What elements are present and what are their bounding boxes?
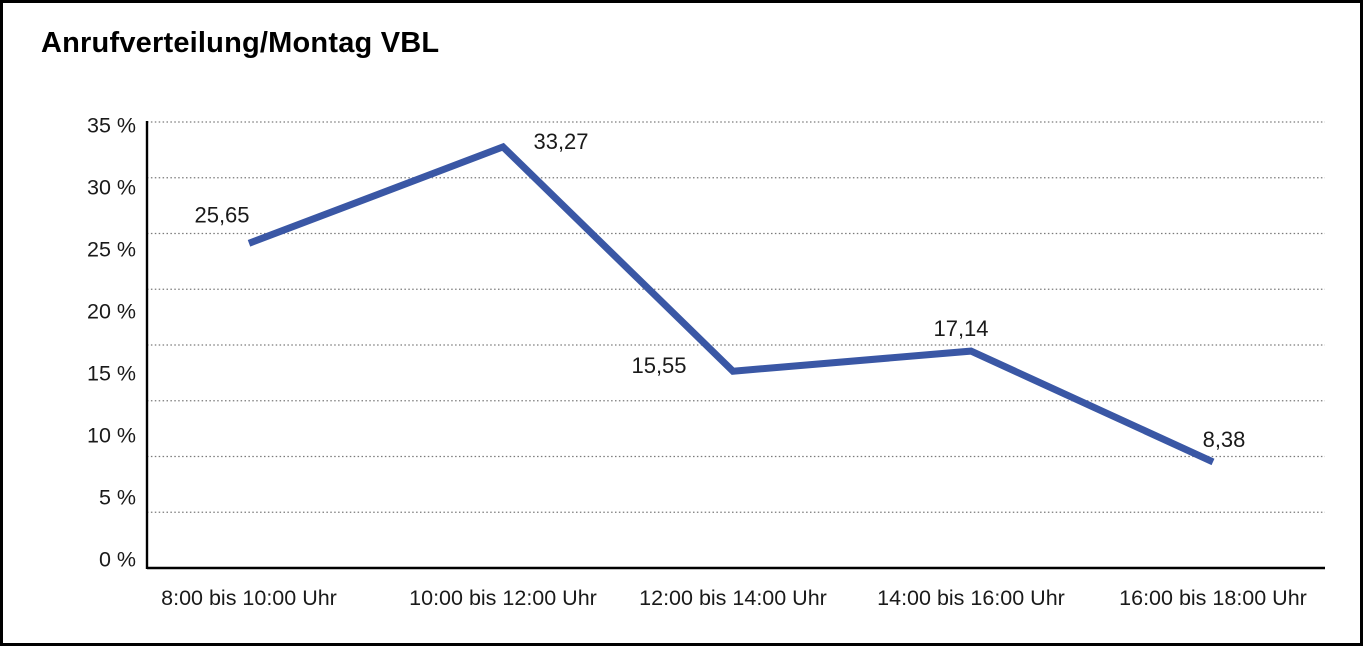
y-tick-label: 35 % <box>87 114 136 138</box>
data-point-label: 15,55 <box>631 353 686 378</box>
y-tick-label: 30 % <box>87 176 136 200</box>
x-category-label: 16:00 bis 18:00 Uhr <box>1119 586 1307 610</box>
y-tick-label: 25 % <box>87 238 136 262</box>
x-category-label: 12:00 bis 14:00 Uhr <box>639 586 827 610</box>
x-category-label: 14:00 bis 16:00 Uhr <box>877 586 1065 610</box>
y-tick-label: 0 % <box>99 548 136 572</box>
data-point-label: 8,38 <box>1203 427 1246 452</box>
line-chart: 35 % 30 % 25 % 20 % 15 % 10 % 5 % 0 % 8:00 bis 1… <box>87 114 1325 610</box>
chart-title: Anrufverteilung/Montag VBL <box>41 27 440 59</box>
y-tick-label: 5 % <box>99 486 136 510</box>
x-category-label: 8:00 bis 10:00 Uhr <box>161 586 337 610</box>
y-tick-label: 10 % <box>87 424 136 448</box>
y-tick-label: 15 % <box>87 362 136 386</box>
data-point-label: 33,27 <box>533 129 588 154</box>
series-line <box>247 142 1215 466</box>
y-tick-label: 20 % <box>87 300 136 324</box>
x-category-label: 10:00 bis 12:00 Uhr <box>409 586 597 610</box>
data-point-label: 17,14 <box>933 316 988 341</box>
data-point-label: 25,65 <box>194 202 249 227</box>
